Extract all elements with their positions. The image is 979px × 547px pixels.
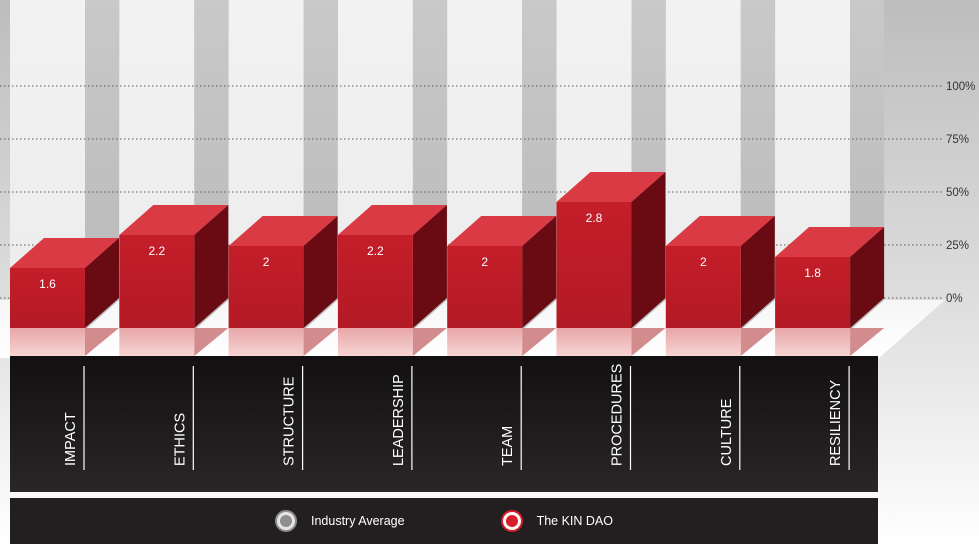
bar-side: [194, 205, 229, 328]
legend: Industry Average The KIN DAO: [10, 498, 878, 544]
bar-top: [337, 205, 447, 235]
bar-reflection-side: [303, 328, 338, 356]
bar-data-label: 2: [263, 255, 270, 269]
category-label: PROCEDURES: [610, 364, 626, 466]
bar-top: [119, 205, 229, 235]
bar-reflection: [119, 328, 195, 356]
legend-label-industry-average: Industry Average: [310, 514, 405, 528]
bar-reflection: [665, 328, 741, 356]
bar-side: [412, 205, 447, 328]
bar: [447, 246, 523, 328]
bar-reflection-side: [522, 328, 557, 356]
y-tick-label: 50%: [946, 187, 969, 199]
category-label: CULTURE: [719, 398, 735, 466]
bar-top: [775, 227, 885, 257]
bar-reflection-side: [194, 328, 229, 356]
bar-top: [556, 172, 666, 202]
bar: [119, 235, 195, 328]
bar: [228, 246, 304, 328]
bar-reflection-side: [85, 328, 119, 356]
bar-side: [85, 238, 119, 328]
category-label: RESILIENCY: [828, 379, 844, 466]
bar-reflection: [556, 328, 632, 356]
bar-side: [631, 172, 666, 328]
bar-side: [850, 227, 885, 328]
bar-reflection: [337, 328, 413, 356]
bar-reflection: [447, 328, 523, 356]
legend-item-kin-dao: The KIN DAO: [500, 510, 613, 532]
bar-data-label: 2: [700, 255, 707, 269]
category-label: IMPACT: [63, 412, 79, 466]
bar: [10, 268, 85, 328]
bar-data-label: 2.2: [148, 244, 165, 258]
bar-side: [303, 216, 338, 328]
bar-side: [740, 216, 775, 328]
bar-top: [228, 216, 338, 246]
category-label-band: [10, 356, 878, 492]
gray-circle-icon: [274, 510, 297, 532]
y-tick-label: 25%: [946, 240, 969, 252]
bar-data-label: 1.8: [804, 266, 821, 280]
bar-data-label: 1.6: [39, 277, 56, 291]
y-tick-label: 0%: [946, 293, 963, 305]
bar-reflection-side: [412, 328, 447, 356]
bar: [775, 257, 851, 328]
bar-reflection: [228, 328, 304, 356]
legend-label-kin-dao: The KIN DAO: [536, 514, 613, 528]
legend-item-industry-average: Industry Average: [274, 510, 405, 532]
category-label: STRUCTURE: [282, 376, 298, 466]
bar-top: [10, 238, 119, 268]
bar: [337, 235, 413, 328]
bar-reflection-side: [631, 328, 666, 356]
bar-top: [665, 216, 775, 246]
category-label: LEADERSHIP: [391, 374, 407, 466]
bar: [556, 202, 632, 328]
y-tick-label: 75%: [946, 134, 969, 146]
bar-reflection: [10, 328, 85, 356]
bar-top: [447, 216, 557, 246]
bar-reflection: [775, 328, 851, 356]
bar-side: [522, 216, 557, 328]
bar-reflection-side: [850, 328, 885, 356]
red-circle-icon: [500, 510, 523, 532]
bar: [665, 246, 741, 328]
bar-data-label: 2.8: [586, 211, 603, 225]
bar-data-label: 2.2: [367, 244, 384, 258]
category-label: TEAM: [500, 426, 516, 466]
bar-data-label: 2: [481, 255, 488, 269]
bar-reflection-side: [740, 328, 775, 356]
category-label: ETHICS: [172, 413, 188, 466]
y-tick-label: 100%: [946, 81, 975, 93]
